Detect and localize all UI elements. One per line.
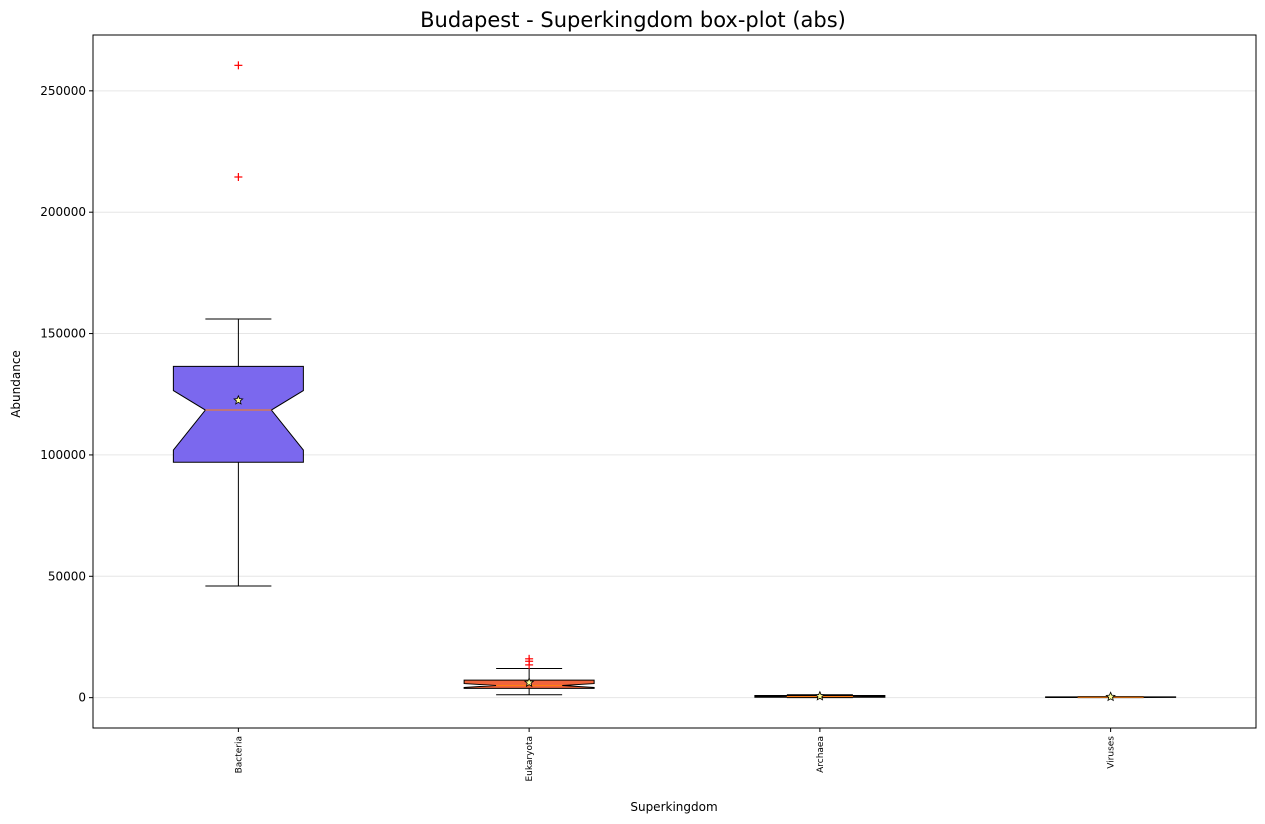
y-tick-label: 100000	[40, 448, 86, 462]
outlier-point	[525, 654, 534, 663]
mean-marker	[523, 677, 535, 688]
box-archaea	[754, 690, 886, 701]
x-tick-label: Bacteria	[234, 736, 244, 773]
x-axis-label: Superkingdom	[630, 800, 717, 814]
y-tick-label: 200000	[40, 205, 86, 219]
y-axis-label: Abundance	[9, 350, 23, 418]
outlier-point	[234, 172, 243, 181]
box-viruses	[1045, 691, 1177, 702]
plot-frame	[92, 34, 1257, 729]
y-tick-label: 50000	[48, 569, 86, 583]
mean-marker	[1105, 691, 1116, 702]
x-tick-label: Archaea	[816, 736, 826, 773]
box-eukaryota	[463, 654, 595, 696]
axis-layer: 0 50000 100000 150000 200000 250000 Bacteria Eu…	[40, 84, 1116, 782]
x-tick-label: Eukaryota	[525, 736, 535, 782]
box-body	[172, 365, 304, 463]
mean-marker	[814, 690, 826, 701]
box-bacteria	[172, 61, 304, 587]
x-tick-label: Viruses	[1107, 736, 1117, 769]
chart-title: Budapest - Superkingdom box-plot (abs)	[420, 8, 846, 32]
y-tick-label: 250000	[40, 84, 86, 98]
y-tick-label: 0	[78, 691, 86, 705]
box-layer	[172, 61, 1177, 702]
mean-marker	[233, 394, 244, 405]
y-tick-label: 150000	[40, 327, 86, 341]
outlier-point	[234, 61, 243, 70]
